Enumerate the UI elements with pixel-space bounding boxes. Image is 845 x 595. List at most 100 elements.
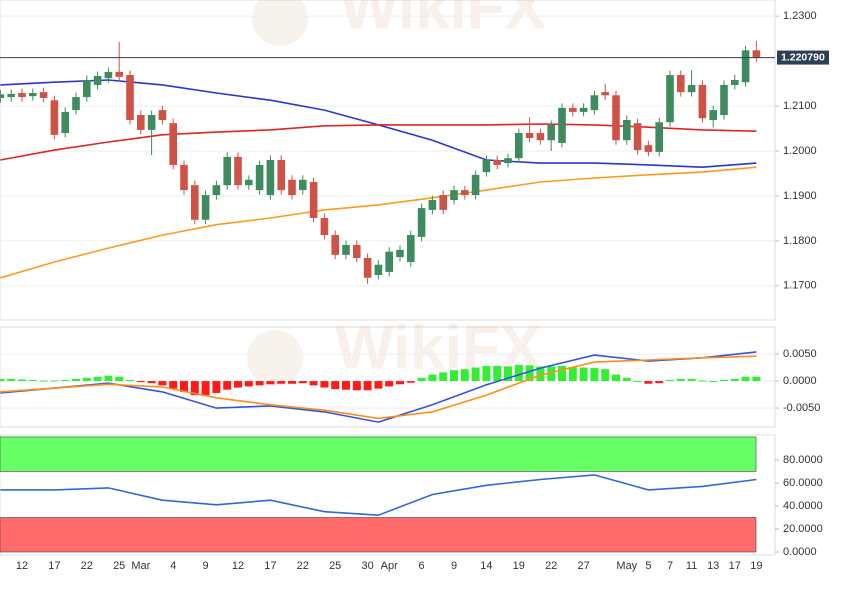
histogram-bar bbox=[417, 377, 426, 382]
candle-body bbox=[428, 200, 437, 210]
candle-body bbox=[493, 160, 501, 165]
histogram-bar bbox=[752, 376, 761, 382]
x-tick-label: 25 bbox=[113, 560, 125, 572]
candle-body bbox=[374, 264, 383, 276]
x-tick-label: 4 bbox=[170, 560, 176, 572]
histogram-bar bbox=[255, 381, 264, 386]
x-tick-label: 5 bbox=[645, 560, 651, 572]
histogram-bar bbox=[244, 381, 253, 387]
histogram-bar bbox=[460, 369, 469, 382]
candle-body bbox=[461, 190, 469, 196]
y-tick-label: 20.0000 bbox=[783, 523, 823, 535]
histogram-bar bbox=[396, 381, 404, 385]
candle-body bbox=[320, 217, 329, 236]
histogram-bar bbox=[342, 381, 350, 390]
x-tick-label: 22 bbox=[297, 560, 309, 572]
candle-body bbox=[288, 179, 296, 196]
histogram-bar bbox=[39, 380, 48, 382]
candle-body bbox=[363, 257, 372, 278]
histogram-bar bbox=[223, 381, 232, 390]
histogram-bar bbox=[72, 378, 80, 382]
candle-body bbox=[245, 179, 253, 186]
candle-body bbox=[0, 94, 5, 98]
y-tick-label: 1.2000 bbox=[783, 145, 817, 157]
histogram-bar bbox=[331, 381, 340, 390]
histogram-bar bbox=[709, 381, 718, 383]
x-tick-label: Apr bbox=[381, 560, 398, 572]
candle-body bbox=[687, 84, 696, 93]
line bbox=[0, 123, 757, 161]
candle-body bbox=[752, 50, 761, 58]
candle-body bbox=[547, 124, 555, 141]
x-tick-label: 17 bbox=[729, 560, 741, 572]
candle-body bbox=[698, 84, 707, 119]
watermark: WikiFX bbox=[340, 0, 546, 42]
histogram-bar bbox=[644, 381, 653, 384]
watermark-logo bbox=[252, 0, 308, 46]
histogram-bar bbox=[439, 372, 448, 382]
histogram-bar bbox=[514, 364, 523, 382]
histogram-bar bbox=[655, 381, 664, 384]
y-tick-label: 1.1800 bbox=[783, 235, 817, 247]
line bbox=[0, 351, 757, 423]
histogram-bar bbox=[115, 376, 124, 382]
candle-body bbox=[223, 156, 231, 186]
candle-body bbox=[266, 160, 275, 196]
line bbox=[0, 355, 757, 420]
histogram-bar bbox=[212, 381, 221, 393]
histogram-bar bbox=[0, 378, 5, 382]
candle-body bbox=[180, 164, 188, 191]
candle-body bbox=[644, 145, 653, 152]
histogram-bar bbox=[601, 369, 610, 382]
y-tick-label: 0.0000 bbox=[783, 375, 817, 387]
candle-body bbox=[299, 179, 307, 191]
candle-body bbox=[255, 164, 264, 191]
x-tick-label: 13 bbox=[707, 560, 719, 572]
x-tick-label: 12 bbox=[232, 560, 244, 572]
line bbox=[0, 79, 757, 169]
x-tick-label: 17 bbox=[48, 560, 60, 572]
histogram-bar bbox=[82, 377, 91, 382]
x-tick-label: 9 bbox=[203, 560, 209, 572]
candle-body bbox=[137, 115, 145, 130]
histogram-bar bbox=[18, 379, 26, 382]
candle-body bbox=[277, 160, 285, 191]
x-tick-label: 22 bbox=[545, 560, 557, 572]
histogram-bar bbox=[352, 381, 361, 391]
candle-body bbox=[191, 185, 199, 220]
histogram-bar bbox=[126, 379, 134, 382]
y-tick-label: 1.2300 bbox=[783, 10, 817, 22]
candle-body bbox=[309, 182, 318, 218]
histogram-bar bbox=[50, 380, 59, 382]
histogram-bar bbox=[547, 366, 556, 382]
histogram-bar bbox=[536, 366, 545, 382]
y-tick-label: 1.1900 bbox=[783, 190, 817, 202]
y-tick-label: -0.0050 bbox=[783, 402, 820, 414]
candle-body bbox=[39, 92, 48, 98]
candle-body bbox=[104, 71, 113, 79]
histogram-bar bbox=[568, 367, 577, 382]
candle-body bbox=[234, 156, 242, 186]
candle-body bbox=[558, 107, 566, 143]
candle-body bbox=[29, 93, 37, 97]
histogram-bar bbox=[633, 381, 642, 383]
candle-body bbox=[655, 122, 663, 152]
candle-body bbox=[612, 95, 620, 141]
macd-panel bbox=[0, 326, 776, 428]
histogram-bar bbox=[180, 381, 188, 392]
histogram-bar bbox=[309, 381, 318, 386]
rsi-panel bbox=[0, 434, 776, 556]
candle-body bbox=[407, 235, 415, 263]
candle-body bbox=[83, 80, 91, 98]
candle-body bbox=[709, 110, 717, 120]
histogram-bar bbox=[104, 375, 113, 382]
candle-body bbox=[396, 249, 404, 258]
histogram-bar bbox=[234, 381, 242, 388]
histogram-bar bbox=[482, 365, 491, 382]
candle-body bbox=[7, 93, 15, 98]
y-tick-label: 40.0000 bbox=[783, 500, 823, 512]
candle-body bbox=[61, 111, 69, 134]
x-tick-label: 6 bbox=[419, 560, 425, 572]
candle-body bbox=[147, 115, 156, 130]
candle-body bbox=[439, 195, 447, 210]
